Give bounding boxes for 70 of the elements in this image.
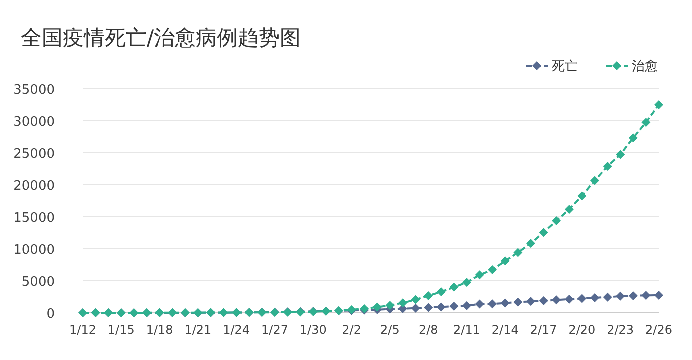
point bbox=[628, 291, 638, 300]
x-tick-label: 1/24 bbox=[223, 323, 250, 337]
y-tick-label: 15000 bbox=[14, 211, 55, 226]
x-tick-label: 2/11 bbox=[454, 323, 480, 337]
point bbox=[654, 290, 664, 300]
point bbox=[411, 304, 420, 313]
x-tick-label: 2/26 bbox=[646, 323, 672, 337]
point bbox=[616, 292, 626, 301]
point bbox=[475, 300, 484, 309]
point bbox=[590, 176, 600, 186]
y-tick-label: 10000 bbox=[14, 243, 55, 258]
point bbox=[488, 265, 498, 274]
point bbox=[436, 288, 446, 296]
x-tick-label: 2/14 bbox=[492, 323, 519, 337]
point bbox=[514, 248, 523, 258]
point bbox=[436, 302, 446, 312]
x-tick-label: 2/23 bbox=[607, 323, 634, 337]
x-tick-label: 1/27 bbox=[262, 323, 288, 337]
point bbox=[500, 256, 510, 266]
chart-title: 全国疫情死亡/治愈病例趋势图 bbox=[21, 26, 302, 50]
point bbox=[603, 292, 612, 302]
point bbox=[616, 150, 626, 160]
point bbox=[450, 302, 459, 311]
y-tick-label: 5000 bbox=[22, 275, 55, 290]
y-tick-label: 35000 bbox=[14, 83, 55, 98]
point bbox=[603, 162, 612, 172]
x-tick-label: 1/12 bbox=[70, 323, 96, 337]
point bbox=[552, 216, 562, 226]
point bbox=[539, 296, 548, 306]
y-tick-label: 25000 bbox=[14, 147, 55, 162]
y-tick-label: 30000 bbox=[14, 115, 55, 130]
point bbox=[526, 239, 536, 248]
point bbox=[654, 100, 664, 110]
x-tick-label: 1/18 bbox=[146, 323, 174, 337]
point bbox=[450, 282, 459, 292]
x-tick-label: 2/2 bbox=[342, 323, 362, 337]
point bbox=[590, 293, 600, 302]
point bbox=[578, 192, 587, 201]
legend-label: 治愈 bbox=[632, 60, 658, 74]
y-tick-label: 20000 bbox=[14, 179, 55, 194]
point bbox=[514, 298, 523, 307]
point bbox=[552, 296, 562, 305]
point bbox=[642, 291, 651, 300]
x-tick-label: 1/30 bbox=[300, 323, 327, 337]
point bbox=[526, 297, 536, 306]
point bbox=[539, 228, 548, 238]
point bbox=[424, 292, 434, 301]
point bbox=[462, 301, 472, 310]
point bbox=[372, 302, 382, 312]
point bbox=[411, 295, 420, 304]
legend-label: 死亡 bbox=[552, 58, 578, 74]
point bbox=[578, 294, 587, 304]
x-tick-label: 2/17 bbox=[530, 323, 558, 337]
x-tick-label: 1/15 bbox=[108, 323, 135, 337]
y-tick-label: 0 bbox=[46, 307, 55, 322]
x-tick-label: 2/20 bbox=[568, 323, 596, 337]
point bbox=[628, 134, 638, 143]
point bbox=[564, 205, 574, 214]
point bbox=[488, 300, 498, 309]
x-tick-label: 2/5 bbox=[380, 323, 400, 337]
x-tick-label: 1/21 bbox=[184, 323, 212, 337]
point bbox=[386, 301, 395, 310]
x-tick-label: 2/8 bbox=[418, 323, 438, 337]
point bbox=[475, 270, 484, 280]
point bbox=[462, 278, 472, 288]
point bbox=[398, 298, 408, 308]
point bbox=[500, 298, 510, 308]
point bbox=[564, 294, 574, 304]
point bbox=[642, 118, 651, 128]
point bbox=[424, 303, 434, 312]
